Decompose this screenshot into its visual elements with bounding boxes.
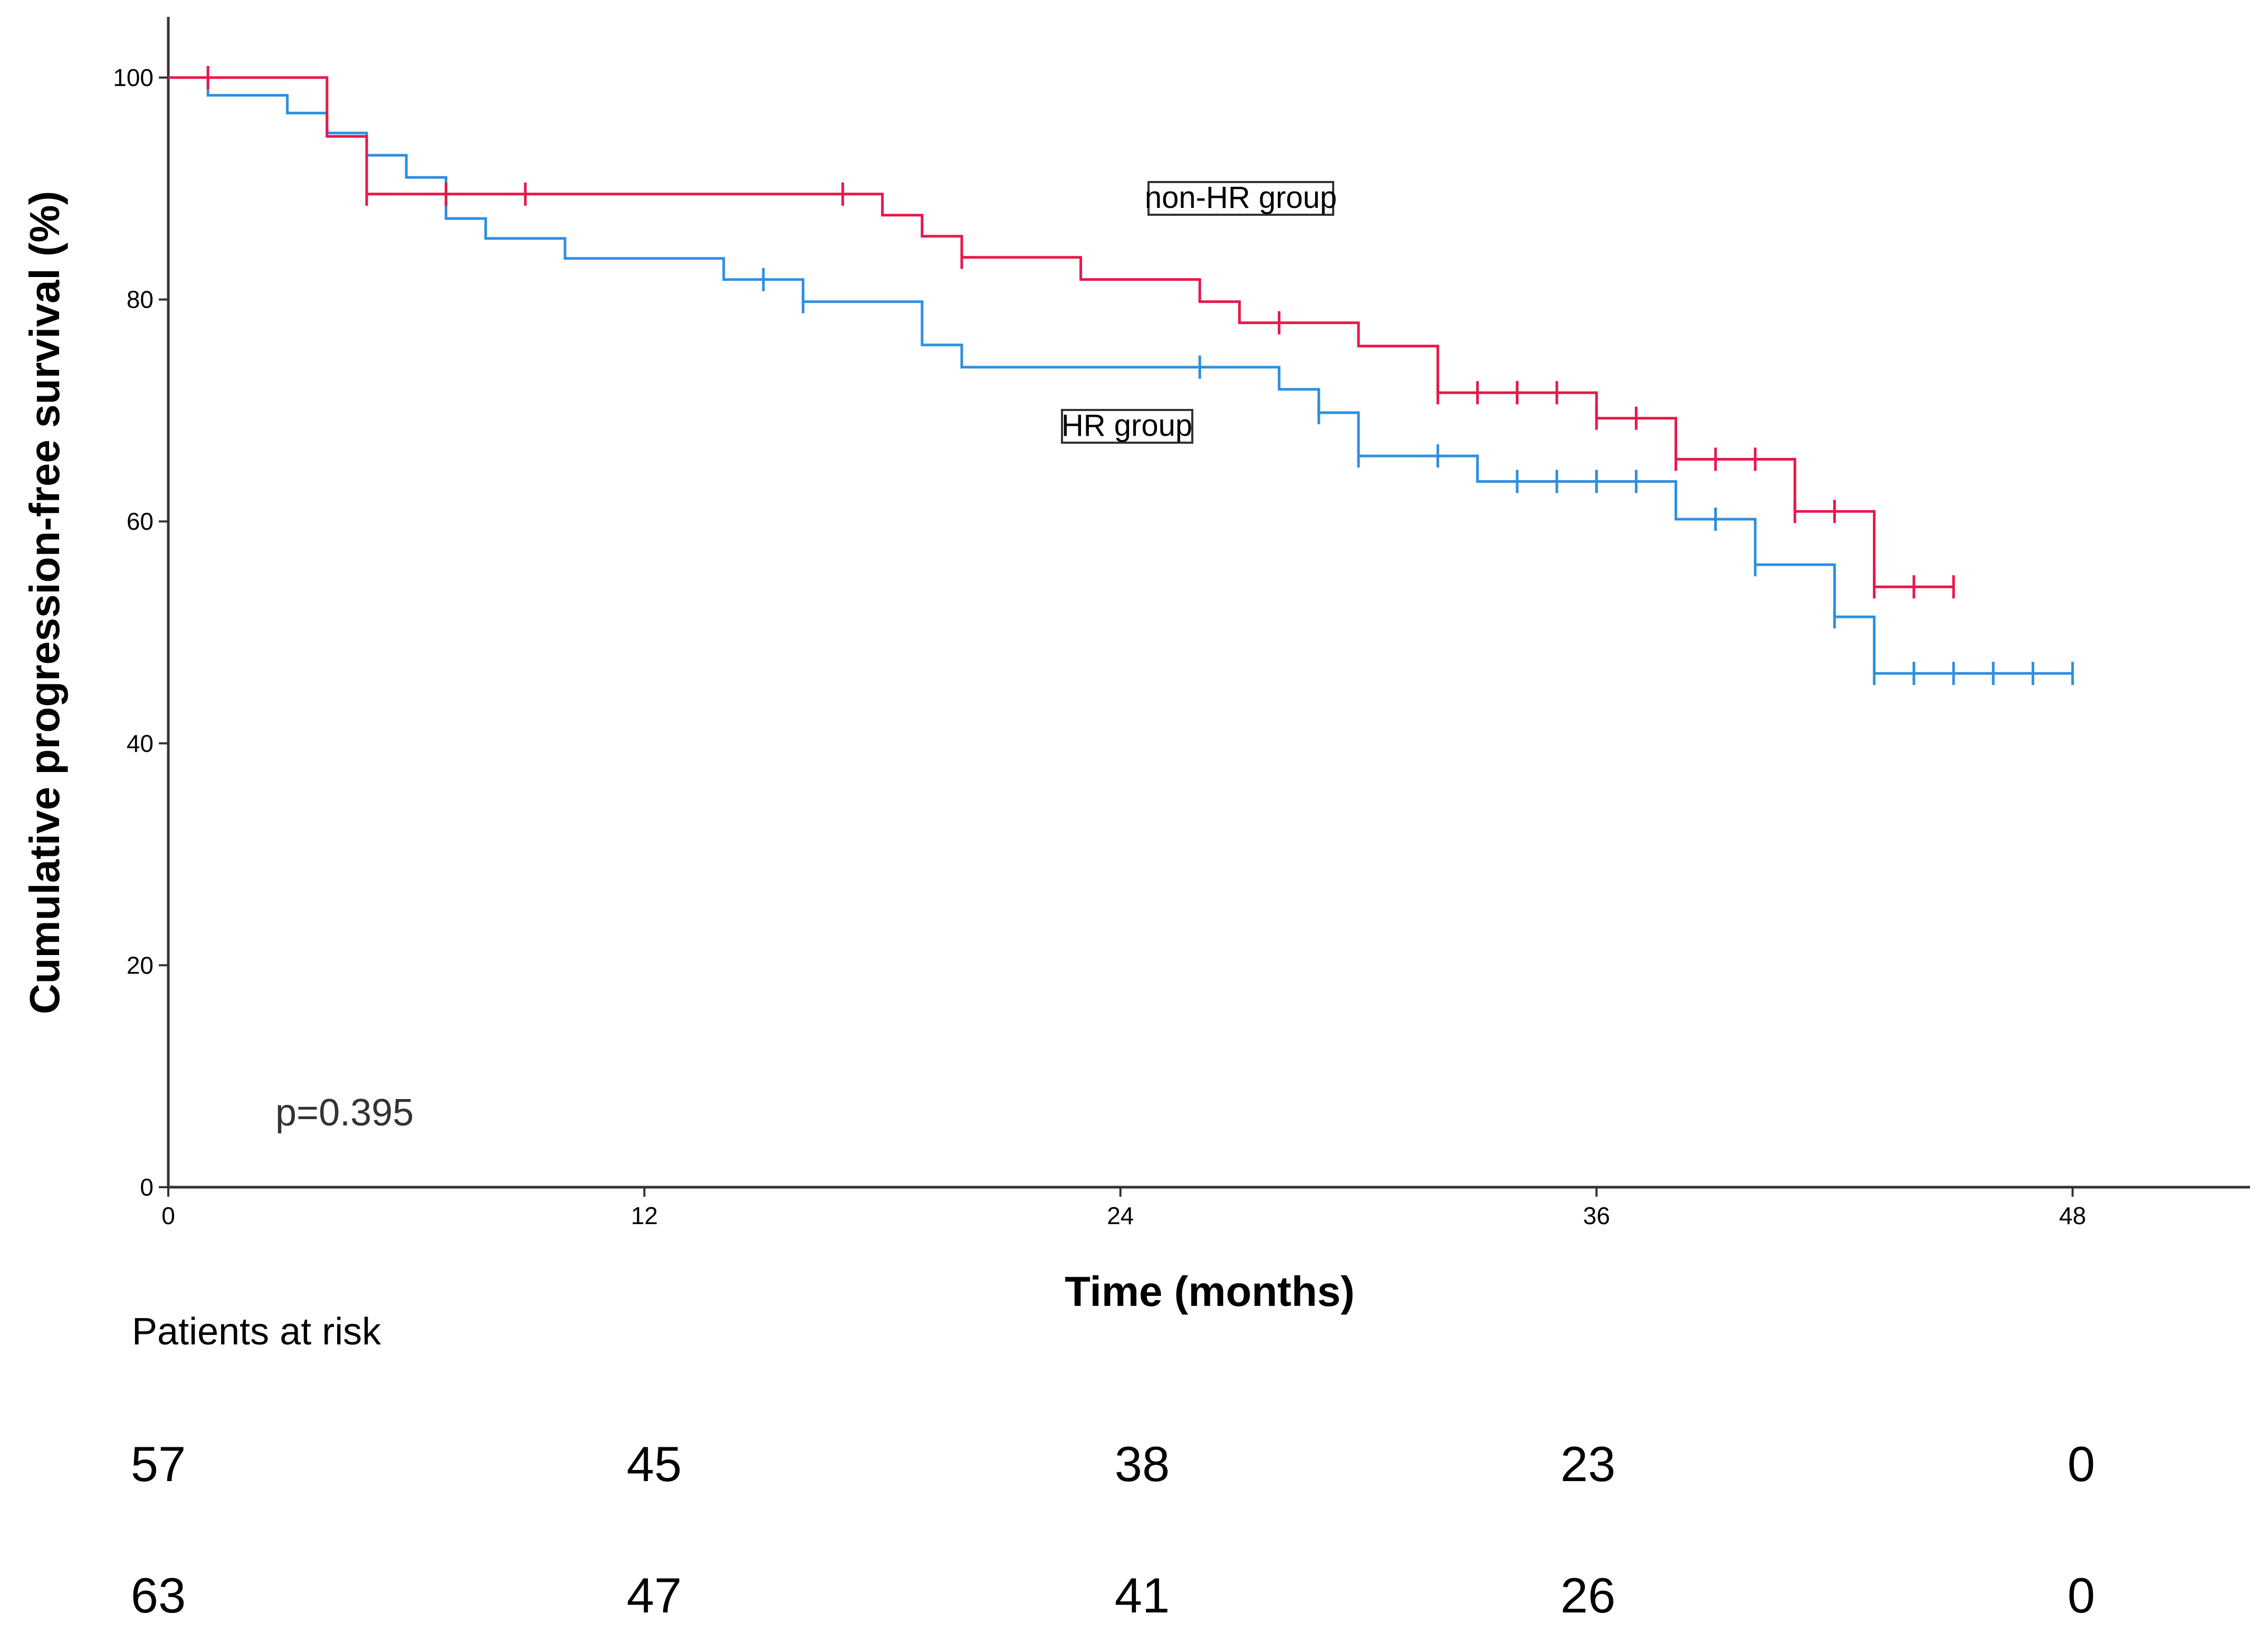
- x-tick-label: 0: [161, 1202, 175, 1229]
- risk-table-cell: 63: [131, 1568, 186, 1623]
- risk-table-cell: 26: [1561, 1568, 1616, 1623]
- risk-table-cell: 0: [2068, 1568, 2095, 1623]
- y-axis-title: Cumulative progression-free survival (%): [21, 191, 68, 1014]
- x-tick-label: 36: [1583, 1202, 1610, 1229]
- x-axis-ticks: 0 12 24 36 48: [161, 1187, 2086, 1229]
- risk-table-cell: 0: [2068, 1436, 2095, 1492]
- x-tick-label: 48: [2059, 1202, 2086, 1229]
- y-tick-label: 60: [127, 508, 154, 535]
- risk-table-cell: 45: [627, 1436, 682, 1492]
- y-tick-label: 40: [127, 730, 154, 757]
- x-tick-label: 12: [631, 1202, 658, 1229]
- hr-label: HR group: [1061, 408, 1192, 443]
- risk-table-cell: 38: [1115, 1436, 1170, 1492]
- risk-table-cell: 47: [627, 1568, 682, 1623]
- y-axis-ticks: 0 20 40 60 80 100: [113, 64, 168, 1201]
- non-hr-group-curve: [168, 76, 1954, 588]
- risk-table-cell: 57: [131, 1436, 186, 1492]
- hr-label-box: [1061, 409, 1193, 444]
- nonhr-label-box: [1147, 181, 1334, 216]
- y-tick-label: 0: [140, 1173, 154, 1201]
- x-tick-label: 24: [1107, 1202, 1134, 1229]
- hr-group-curve: [168, 76, 2073, 675]
- risk-table: 57 45 38 23 0 63 47 41 26 0: [131, 1436, 2095, 1623]
- y-tick-label: 80: [127, 286, 154, 313]
- y-tick-label: 20: [127, 951, 154, 979]
- y-tick-label: 100: [113, 64, 154, 91]
- risk-table-cell: 41: [1115, 1568, 1170, 1623]
- risk-table-cell: 23: [1561, 1436, 1616, 1492]
- x-axis-title: Time (months): [1065, 1268, 1355, 1315]
- risk-table-title: Patients at risk: [132, 1311, 381, 1353]
- nonhr-label: non-HR group: [1145, 180, 1337, 215]
- survival-curves: [168, 66, 2074, 685]
- p-value: p=0.395: [275, 1092, 414, 1134]
